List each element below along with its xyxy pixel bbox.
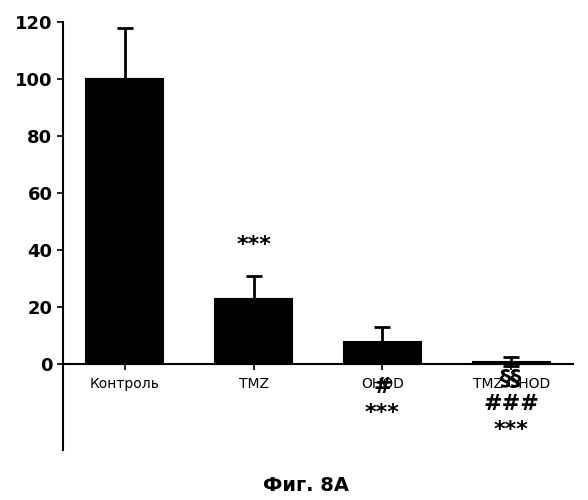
Text: #: # — [373, 377, 392, 397]
Text: Фиг. 8А: Фиг. 8А — [263, 476, 349, 495]
Bar — [86, 79, 163, 364]
Text: ***: *** — [494, 420, 529, 440]
Bar — [215, 299, 292, 364]
Bar — [473, 362, 550, 364]
Text: ###: ### — [483, 394, 539, 414]
Text: §§: §§ — [500, 368, 522, 388]
Text: ***: *** — [236, 234, 271, 255]
Bar — [344, 342, 421, 364]
Text: ***: *** — [365, 403, 400, 423]
